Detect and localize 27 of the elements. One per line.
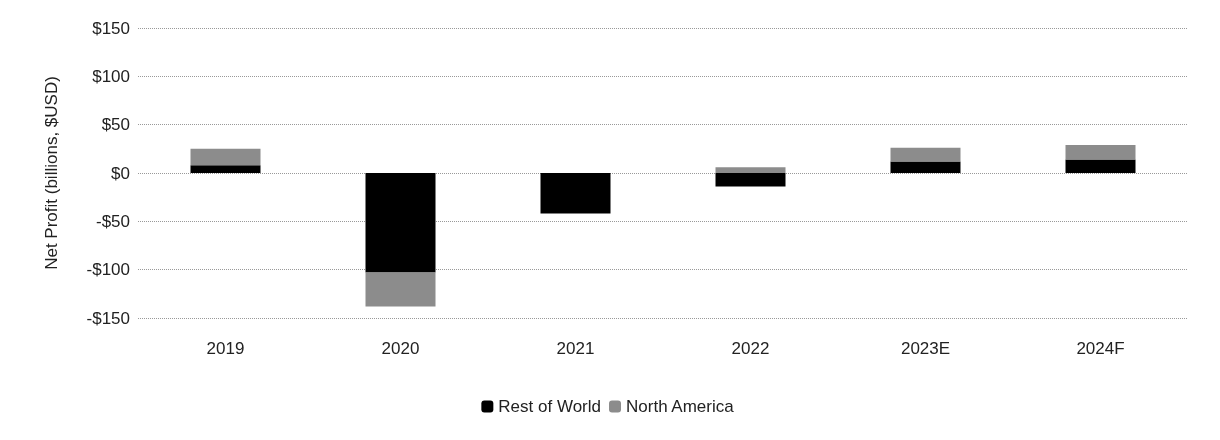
y-tick-label: $150 bbox=[92, 18, 130, 38]
bar bbox=[190, 148, 261, 166]
y-tick-label: $50 bbox=[101, 115, 130, 135]
y-tick-label: $0 bbox=[111, 163, 130, 183]
bar bbox=[540, 173, 611, 214]
legend-label: North America bbox=[626, 397, 735, 416]
x-tick-label: 2021 bbox=[556, 339, 595, 358]
bar bbox=[190, 165, 261, 173]
x-tick-label: 2024F bbox=[1076, 339, 1125, 358]
bar bbox=[890, 161, 961, 173]
bar bbox=[1065, 144, 1136, 160]
bar bbox=[365, 272, 436, 307]
y-tick-label: -$100 bbox=[86, 260, 130, 280]
x-tick-label: 2020 bbox=[381, 339, 420, 358]
bar bbox=[715, 173, 786, 187]
y-axis-title: Net Profit (billions, $USD) bbox=[42, 76, 61, 270]
x-tick-label: 2023E bbox=[900, 339, 951, 358]
x-tick-label: 2022 bbox=[731, 339, 770, 358]
x-tick-label: 2019 bbox=[206, 339, 245, 358]
bar bbox=[1065, 159, 1136, 173]
bar bbox=[890, 147, 961, 162]
bar bbox=[715, 167, 786, 173]
bar bbox=[365, 173, 436, 273]
y-tick-label: -$150 bbox=[86, 308, 130, 328]
y-tick-label: -$50 bbox=[95, 211, 130, 231]
y-tick-label: $100 bbox=[92, 66, 130, 86]
legend-label: Rest of World bbox=[498, 397, 602, 416]
